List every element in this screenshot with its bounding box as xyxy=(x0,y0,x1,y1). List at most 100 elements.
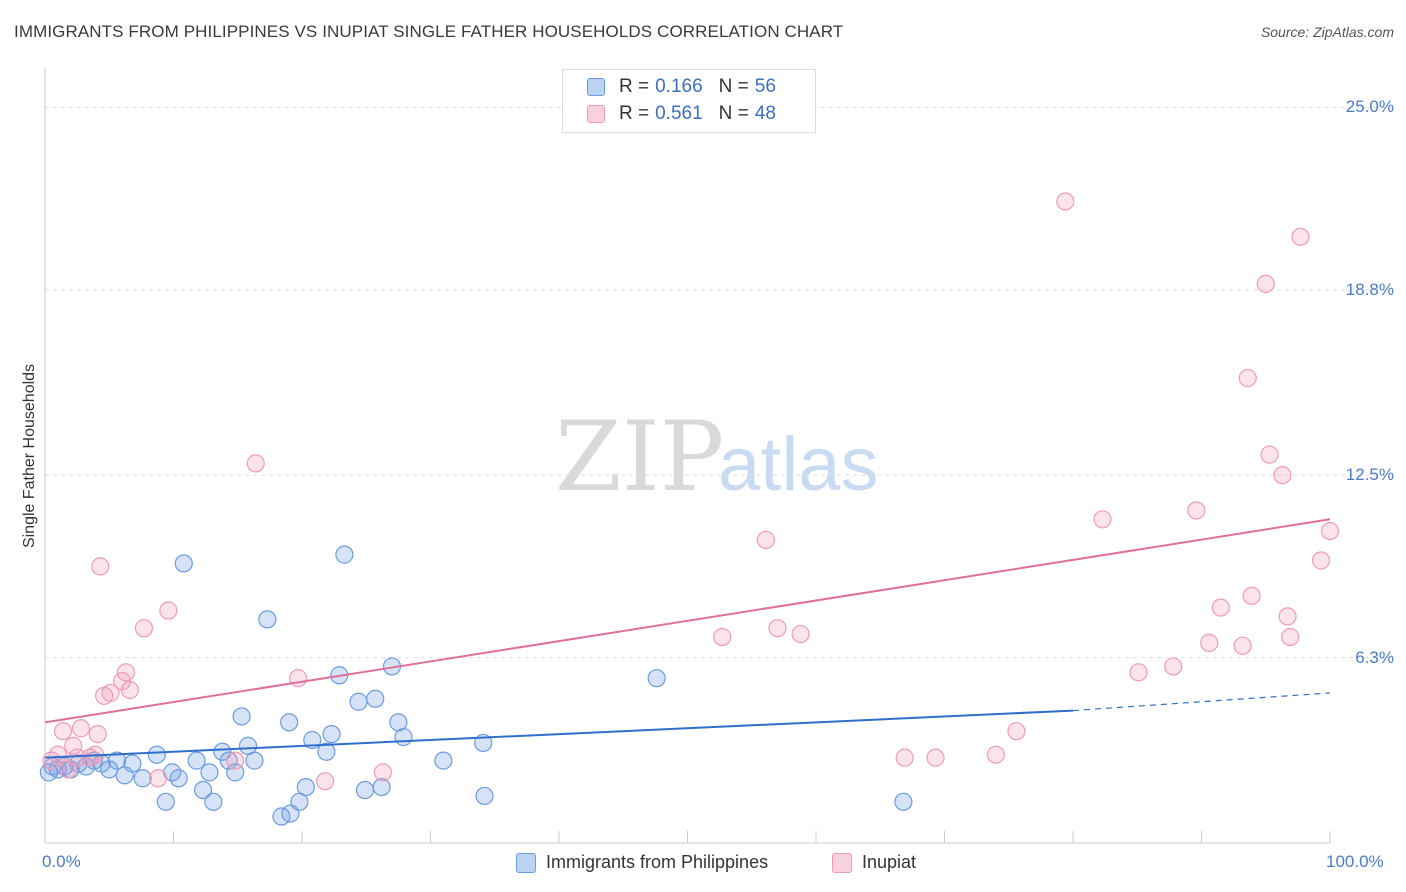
point-inupiat xyxy=(68,748,87,767)
point-inupiat xyxy=(713,627,732,647)
point-inupiat xyxy=(791,624,810,644)
point-inupiat xyxy=(1242,586,1261,605)
point-philippines xyxy=(355,780,375,800)
point-inupiat xyxy=(1320,521,1340,541)
legend-row-philippines: R = 0.166 N = 56 xyxy=(587,75,782,99)
point-inupiat xyxy=(1211,598,1230,617)
point-inupiat xyxy=(101,683,120,703)
point-philippines xyxy=(335,545,354,564)
legend-r-value: 0.166 xyxy=(655,76,703,97)
point-philippines xyxy=(200,763,219,782)
point-philippines xyxy=(372,777,391,797)
point-philippines xyxy=(133,769,152,788)
x-tick-label-max: 100.0% xyxy=(1326,852,1384,871)
point-inupiat xyxy=(120,680,139,700)
point-philippines xyxy=(280,713,299,732)
point-philippines xyxy=(258,610,277,629)
bottom-legend-swatch-philippines xyxy=(516,852,536,873)
point-inupiat xyxy=(895,748,914,767)
legend-swatch-philippines xyxy=(587,78,605,96)
legend-n-value: 56 xyxy=(754,76,776,97)
legend-n-label: N = xyxy=(718,103,749,124)
point-inupiat xyxy=(1200,633,1219,652)
point-inupiat xyxy=(64,736,83,755)
trend-line-inupiat xyxy=(44,518,1331,724)
point-inupiat xyxy=(88,725,107,744)
point-philippines xyxy=(434,751,453,770)
point-philippines xyxy=(187,751,206,770)
point-inupiat xyxy=(1291,227,1310,246)
point-philippines xyxy=(647,669,666,688)
point-inupiat xyxy=(1187,501,1206,520)
point-inupiat xyxy=(373,763,393,782)
point-philippines xyxy=(232,707,251,726)
x-tick-label-min: 0.0% xyxy=(42,852,81,871)
y-axis-label: Single Father Households xyxy=(21,363,38,549)
bottom-legend-inupiat: Inupiat xyxy=(832,852,916,873)
legend-r-label: R = xyxy=(619,76,650,97)
point-inupiat xyxy=(1056,192,1075,211)
bottom-legend-label-inupiat: Inupiat xyxy=(862,852,917,872)
bottom-legend-label-philippines: Immigrants from Philippines xyxy=(546,852,769,872)
point-philippines xyxy=(204,792,223,811)
point-inupiat xyxy=(768,619,787,638)
point-inupiat xyxy=(986,745,1006,764)
point-philippines xyxy=(193,780,213,800)
point-inupiat xyxy=(148,769,168,788)
point-inupiat xyxy=(1256,274,1275,293)
point-philippines xyxy=(475,786,494,806)
point-inupiat xyxy=(1273,466,1292,485)
correlation-legend: R = 0.166 N = 56 R = 0.561 N = 48 xyxy=(562,69,816,133)
bottom-legend-swatch-inupiat xyxy=(832,852,852,873)
point-philippines xyxy=(174,554,193,573)
point-inupiat xyxy=(226,751,245,770)
source-label: Source: ZipAtlas.com xyxy=(1260,24,1394,40)
legend-r-label: R = xyxy=(619,103,650,124)
point-philippines xyxy=(169,769,188,788)
point-inupiat xyxy=(71,719,91,738)
point-inupiat xyxy=(80,748,100,767)
legend-n-label: N = xyxy=(718,76,749,97)
point-inupiat xyxy=(1260,445,1279,464)
legend-swatch-inupiat xyxy=(587,105,605,123)
point-inupiat xyxy=(1281,627,1300,647)
point-inupiat xyxy=(91,557,110,576)
point-inupiat xyxy=(53,722,73,741)
point-inupiat xyxy=(1164,657,1183,676)
watermark-atlas: atlas xyxy=(718,422,879,507)
legend-n-value: 48 xyxy=(754,103,776,124)
point-inupiat xyxy=(116,663,136,682)
point-philippines xyxy=(107,751,127,770)
point-inupiat xyxy=(1093,510,1112,529)
point-philippines xyxy=(394,727,413,747)
y-tick-label: 12.5% xyxy=(1345,465,1394,485)
point-inupiat xyxy=(1311,551,1331,570)
point-philippines xyxy=(366,689,385,708)
point-inupiat xyxy=(48,745,67,764)
point-philippines xyxy=(147,745,166,764)
point-philippines xyxy=(322,725,341,744)
point-inupiat xyxy=(134,619,154,638)
point-inupiat xyxy=(1278,607,1297,626)
y-tick-label: 6.3% xyxy=(1355,647,1394,667)
y-tick-label: 25.0% xyxy=(1345,97,1394,117)
point-inupiat xyxy=(1238,368,1257,388)
point-philippines xyxy=(894,792,913,811)
point-inupiat xyxy=(316,772,335,791)
chart-title: IMMIGRANTS FROM PHILIPPINES VS INUPIAT S… xyxy=(14,22,844,41)
trend-line-philippines xyxy=(44,709,1074,759)
point-philippines xyxy=(245,751,264,770)
legend-r-value: 0.561 xyxy=(655,103,703,124)
legend-row-inupiat: R = 0.561 N = 48 xyxy=(587,102,782,126)
watermark-zip: ZIP xyxy=(555,401,724,513)
point-inupiat xyxy=(246,454,265,473)
point-philippines xyxy=(219,751,238,770)
point-philippines xyxy=(317,742,336,761)
point-inupiat xyxy=(159,601,178,620)
point-philippines xyxy=(296,777,315,797)
point-inupiat xyxy=(1233,636,1252,655)
point-philippines xyxy=(123,754,142,773)
point-inupiat xyxy=(1129,663,1148,682)
bottom-legend-philippines: Immigrants from Philippines xyxy=(516,852,768,873)
